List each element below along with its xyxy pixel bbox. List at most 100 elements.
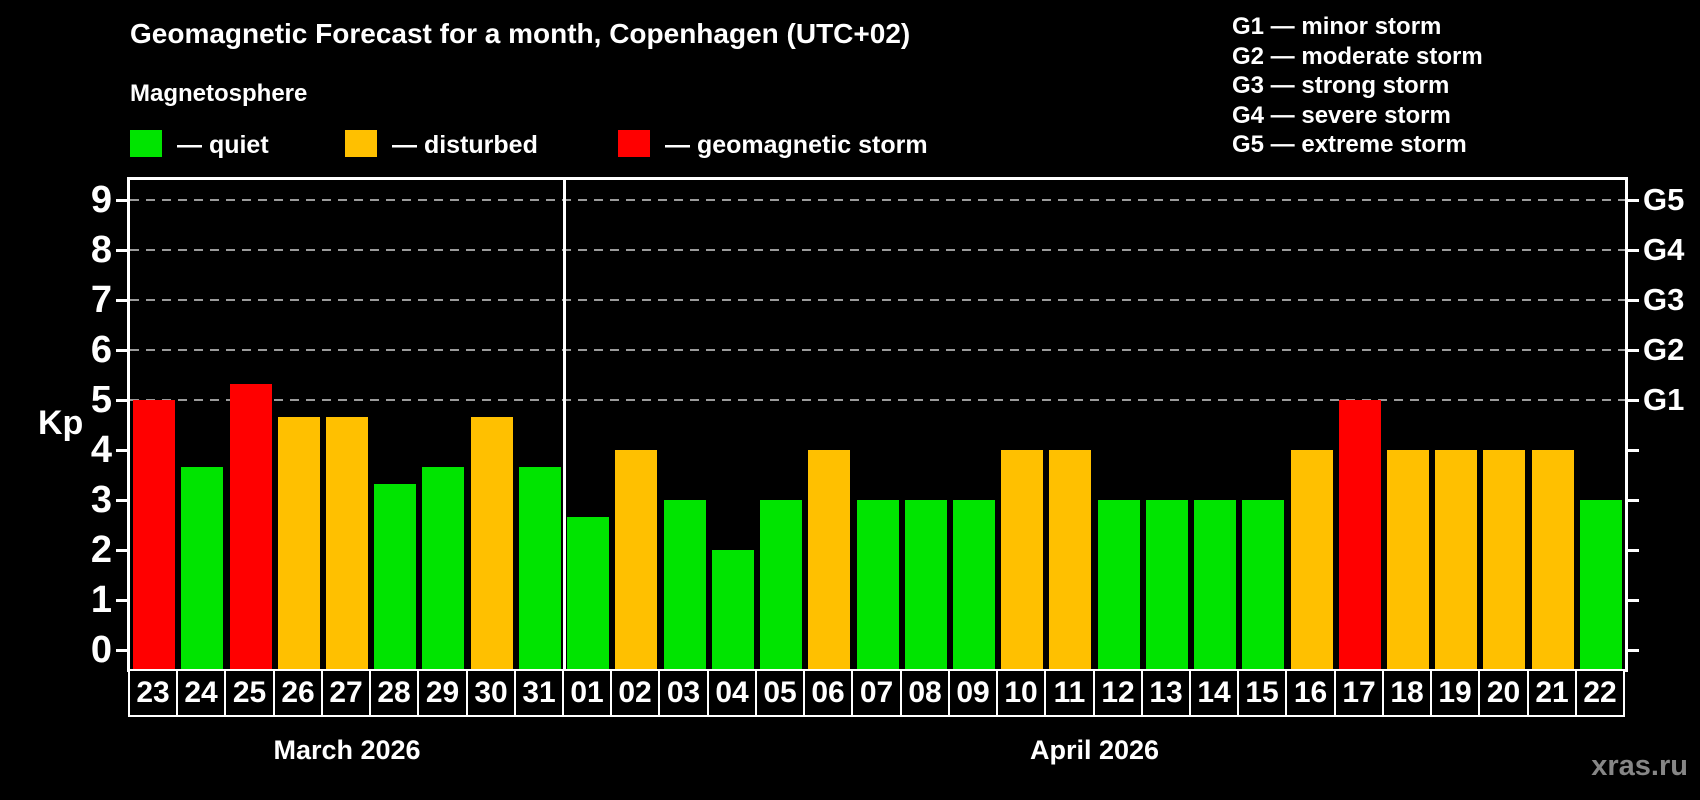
y-tick-left	[116, 649, 128, 652]
date-cell: 31	[514, 669, 564, 717]
date-cell: 07	[851, 669, 902, 717]
y-tick-right	[1627, 649, 1639, 652]
date-cell: 06	[803, 669, 853, 717]
y-tick-left	[116, 449, 128, 452]
y-tick-right	[1627, 199, 1639, 202]
date-cell: 24	[176, 669, 226, 717]
date-cell: 05	[755, 669, 805, 717]
kp-axis-title: Kp	[38, 404, 84, 442]
disturbed-swatch-icon	[345, 130, 377, 157]
y-tick-label: 4	[90, 429, 112, 471]
g-axis-label-g5: G5	[1643, 182, 1685, 217]
y-tick-label: 3	[90, 479, 112, 521]
y-tick-label: 7	[90, 279, 112, 321]
kp-bar	[711, 550, 754, 669]
kp-bar	[1338, 400, 1381, 669]
kp-bar	[422, 466, 465, 669]
kp-bar	[904, 500, 947, 669]
y-tick-right	[1627, 249, 1639, 252]
kp-bar	[1242, 500, 1285, 669]
y-tick-label: 2	[90, 529, 112, 571]
y-tick-label: 0	[90, 629, 112, 671]
y-tick-left	[116, 199, 128, 202]
plot-inner	[130, 180, 1625, 669]
y-tick-label: 9	[90, 179, 112, 221]
y-tick-left	[116, 399, 128, 402]
kp-bar	[615, 450, 658, 669]
y-tick-right	[1627, 449, 1639, 452]
kp-bar	[760, 500, 803, 669]
g-scale-item-g5: G5 — extreme storm	[1232, 131, 1467, 158]
month-label: March 2026	[273, 735, 421, 765]
y-tick-right	[1627, 599, 1639, 602]
quiet-swatch-icon	[130, 130, 162, 157]
date-cell: 10	[996, 669, 1046, 717]
kp-bar	[1290, 450, 1333, 669]
date-cell: 08	[900, 669, 950, 717]
kp-bar	[1531, 450, 1574, 669]
date-cell: 27	[321, 669, 371, 717]
kp-bar	[856, 500, 899, 669]
kp-bar	[1145, 500, 1188, 669]
chart-plot-area	[127, 177, 1628, 672]
date-cell: 09	[948, 669, 998, 717]
kp-bar	[470, 416, 513, 669]
y-tick-left	[116, 249, 128, 252]
date-cell: 13	[1141, 669, 1191, 717]
g-axis-label-g3: G3	[1643, 282, 1685, 317]
kp-bar	[277, 416, 320, 669]
date-axis: 23 24 25 26 27 28 29 30 31 01 02 03 04 05 06 07 08 09 10 11…	[128, 669, 1628, 717]
y-tick-left	[116, 349, 128, 352]
date-cell: 22	[1575, 669, 1625, 717]
y-tick-right	[1627, 349, 1639, 352]
date-cell: 03	[658, 669, 709, 717]
kp-bar	[1386, 450, 1429, 669]
y-tick-label: 1	[90, 579, 112, 621]
y-tick-left	[116, 599, 128, 602]
g-scale-legend: G1 — minor storm G2 — moderate storm G3 …	[1232, 12, 1483, 160]
date-cell: 17	[1334, 669, 1384, 717]
storm-swatch-icon	[618, 130, 650, 157]
legend-label-quiet: — quiet	[177, 131, 269, 159]
kp-bar	[1049, 450, 1092, 669]
month-separator	[563, 180, 567, 669]
g-scale-item-g2: G2 — moderate storm	[1232, 42, 1483, 70]
g-scale-item-g3: G3 — strong storm	[1232, 72, 1450, 99]
g-axis-label-g4: G4	[1643, 232, 1685, 267]
kp-bar	[663, 500, 706, 669]
y-tick-label: 8	[90, 229, 112, 271]
date-cell: 20	[1478, 669, 1529, 717]
gridline-kp5	[130, 399, 1625, 401]
kp-bar	[133, 400, 176, 669]
legend-label-disturbed: — disturbed	[392, 131, 538, 159]
kp-bar	[1194, 500, 1237, 669]
date-cell: 26	[273, 669, 323, 717]
y-tick-label: 5	[90, 379, 112, 421]
y-tick-right	[1627, 399, 1639, 402]
date-cell: 02	[610, 669, 660, 717]
date-cell: 25	[224, 669, 275, 717]
kp-bar	[326, 416, 369, 669]
kp-bar	[808, 450, 851, 669]
date-cell: 21	[1527, 669, 1577, 717]
y-tick-left	[116, 299, 128, 302]
y-tick-right	[1627, 499, 1639, 502]
kp-bar	[567, 516, 610, 669]
date-cell: 19	[1430, 669, 1480, 717]
date-cell: 04	[707, 669, 757, 717]
kp-bar	[1483, 450, 1526, 669]
kp-bar	[952, 500, 995, 669]
month-label: April 2026	[1029, 735, 1160, 765]
g-axis-label-g2: G2	[1643, 332, 1685, 367]
g-axis-label-g1: G1	[1643, 382, 1685, 417]
date-cell: 01	[562, 669, 612, 717]
date-cell: 18	[1382, 669, 1432, 717]
y-tick-label: 6	[90, 329, 112, 371]
chart-subtitle: Magnetosphere	[130, 80, 308, 107]
g-scale-item-g1: G1 — minor storm	[1232, 13, 1442, 40]
date-cell: 15	[1237, 669, 1287, 717]
g-scale-item-g4: G4 — severe storm	[1232, 101, 1451, 129]
kp-bar	[518, 466, 561, 669]
gridline-kp6	[130, 349, 1625, 351]
